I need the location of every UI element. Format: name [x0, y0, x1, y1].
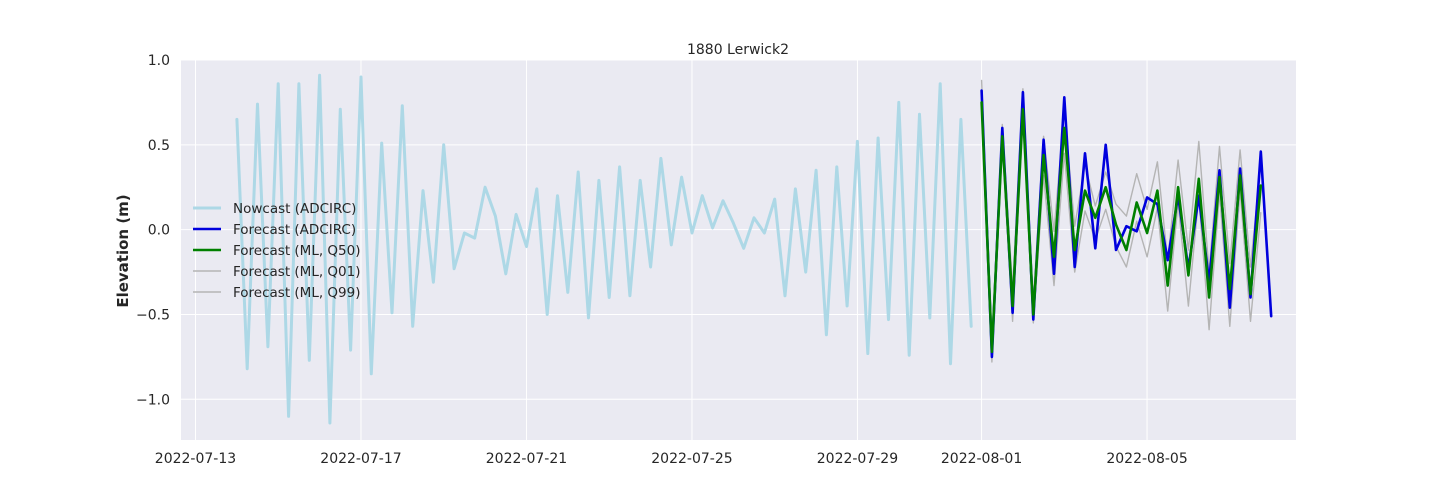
legend-label: Nowcast (ADCIRC) — [233, 201, 356, 217]
y-tick-label: −1.0 — [136, 392, 170, 408]
legend-label: Forecast (ML, Q99) — [233, 285, 361, 301]
series-line-0 — [235, 73, 973, 425]
y-tick-label: −0.5 — [136, 307, 170, 323]
y-tick-label: 1.0 — [148, 53, 170, 69]
x-tick-label: 2022-08-05 — [1106, 451, 1187, 467]
x-tick-label: 2022-07-21 — [486, 451, 567, 467]
y-gridlines — [181, 59, 1296, 400]
y-axis: 1.0 0.5 0.0 −0.5 −1.0 — [136, 53, 170, 408]
legend-label: Forecast (ADCIRC) — [233, 222, 356, 238]
x-tick-label: 2022-07-13 — [155, 451, 236, 467]
x-tick-label: 2022-07-29 — [817, 451, 898, 467]
series-line-2 — [980, 101, 1263, 354]
y-tick-label: 0.5 — [148, 138, 170, 154]
legend-label: Forecast (ML, Q50) — [233, 243, 361, 259]
chart-title: 1880 Lerwick2 — [687, 42, 789, 58]
legend-label: Forecast (ML, Q01) — [233, 264, 361, 280]
x-tick-label: 2022-07-17 — [320, 451, 401, 467]
y-tick-label: 0.0 — [148, 223, 170, 239]
y-axis-label: Elevation (m) — [114, 194, 132, 307]
x-axis: 2022-07-13 2022-07-17 2022-07-21 2022-07-25… — [155, 451, 1188, 467]
x-gridlines — [194, 60, 1148, 440]
x-tick-label: 2022-08-01 — [941, 451, 1022, 467]
x-tick-label: 2022-07-25 — [651, 451, 732, 467]
legend: Nowcast (ADCIRC) Forecast (ADCIRC) Forecas… — [193, 201, 361, 301]
series-layer — [235, 73, 1273, 425]
